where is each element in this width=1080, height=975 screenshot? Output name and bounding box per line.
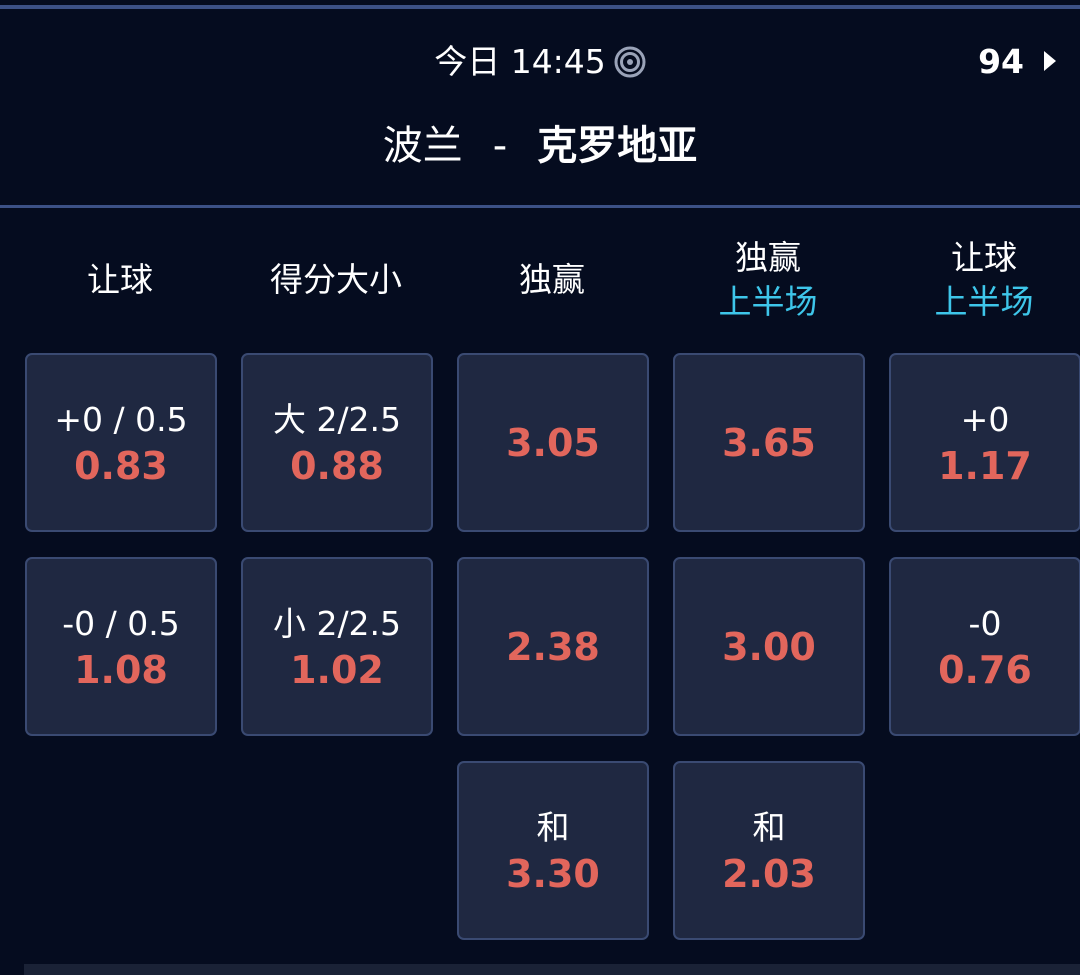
markets-count: 94 <box>978 42 1024 81</box>
caret-right-icon <box>1044 51 1056 71</box>
match-time-label: 今日 14:45 <box>434 42 606 81</box>
more-markets-button[interactable]: 94 <box>978 40 1056 84</box>
match-time: 今日 14:45 <box>0 40 1080 84</box>
odds-label: 小 2/2.5 <box>272 603 402 643</box>
odds-label: +0 <box>960 399 1010 439</box>
odds-button[interactable]: +0 / 0.5 0.83 <box>25 353 217 532</box>
odds-label: 和 <box>752 807 786 847</box>
odds-label: 和 <box>536 807 570 847</box>
odds-button[interactable]: 小 2/2.5 1.02 <box>241 557 433 736</box>
odds-value: 0.76 <box>938 647 1032 692</box>
odds-button[interactable]: 3.65 <box>673 353 865 532</box>
match-teams: 波兰 - 克罗地亚 <box>0 118 1080 174</box>
odds-button[interactable]: 3.05 <box>457 353 649 532</box>
column-header: 让球 上半场 <box>889 230 1079 330</box>
column-title: 得分大小 <box>270 260 402 299</box>
bottom-panel <box>24 964 1080 975</box>
odds-button[interactable]: 大 2/2.5 0.88 <box>241 353 433 532</box>
odds-button[interactable]: 3.00 <box>673 557 865 736</box>
odds-value: 0.88 <box>290 443 384 488</box>
top-divider <box>0 5 1080 9</box>
odds-button[interactable]: 和 2.03 <box>673 761 865 940</box>
odds-value: 3.30 <box>506 851 600 896</box>
column-header: 得分大小 <box>241 230 431 330</box>
column-subtitle: 上半场 <box>934 282 1034 321</box>
odds-value: 3.00 <box>722 624 816 669</box>
odds-label: -0 / 0.5 <box>62 603 180 643</box>
column-subtitle: 上半场 <box>718 282 818 321</box>
column-title: 独赢 <box>735 238 801 277</box>
away-team: 克罗地亚 <box>537 123 698 169</box>
odds-value: 3.65 <box>722 420 816 465</box>
odds-value: 1.02 <box>290 647 384 692</box>
odds-button[interactable]: +0 1.17 <box>889 353 1080 532</box>
odds-value: 1.17 <box>938 443 1032 488</box>
home-team: 波兰 <box>382 123 463 169</box>
column-header: 让球 <box>25 230 215 330</box>
header-divider <box>0 205 1080 208</box>
column-title: 让球 <box>87 260 153 299</box>
odds-value: 2.38 <box>506 624 600 669</box>
odds-button[interactable]: 和 3.30 <box>457 761 649 940</box>
team-separator: - <box>492 123 508 169</box>
odds-value: 2.03 <box>722 851 816 896</box>
column-title: 独赢 <box>519 260 585 299</box>
odds-button[interactable]: -0 / 0.5 1.08 <box>25 557 217 736</box>
target-icon[interactable] <box>614 46 646 78</box>
odds-button[interactable]: 2.38 <box>457 557 649 736</box>
column-header: 独赢 上半场 <box>673 230 863 330</box>
odds-value: 3.05 <box>506 420 600 465</box>
odds-label: -0 <box>968 603 1002 643</box>
odds-label: 大 2/2.5 <box>272 399 402 439</box>
odds-label: +0 / 0.5 <box>54 399 188 439</box>
odds-button[interactable]: -0 0.76 <box>889 557 1080 736</box>
column-title: 让球 <box>951 238 1017 277</box>
column-header: 独赢 <box>457 230 647 330</box>
odds-value: 1.08 <box>74 647 168 692</box>
odds-value: 0.83 <box>74 443 168 488</box>
